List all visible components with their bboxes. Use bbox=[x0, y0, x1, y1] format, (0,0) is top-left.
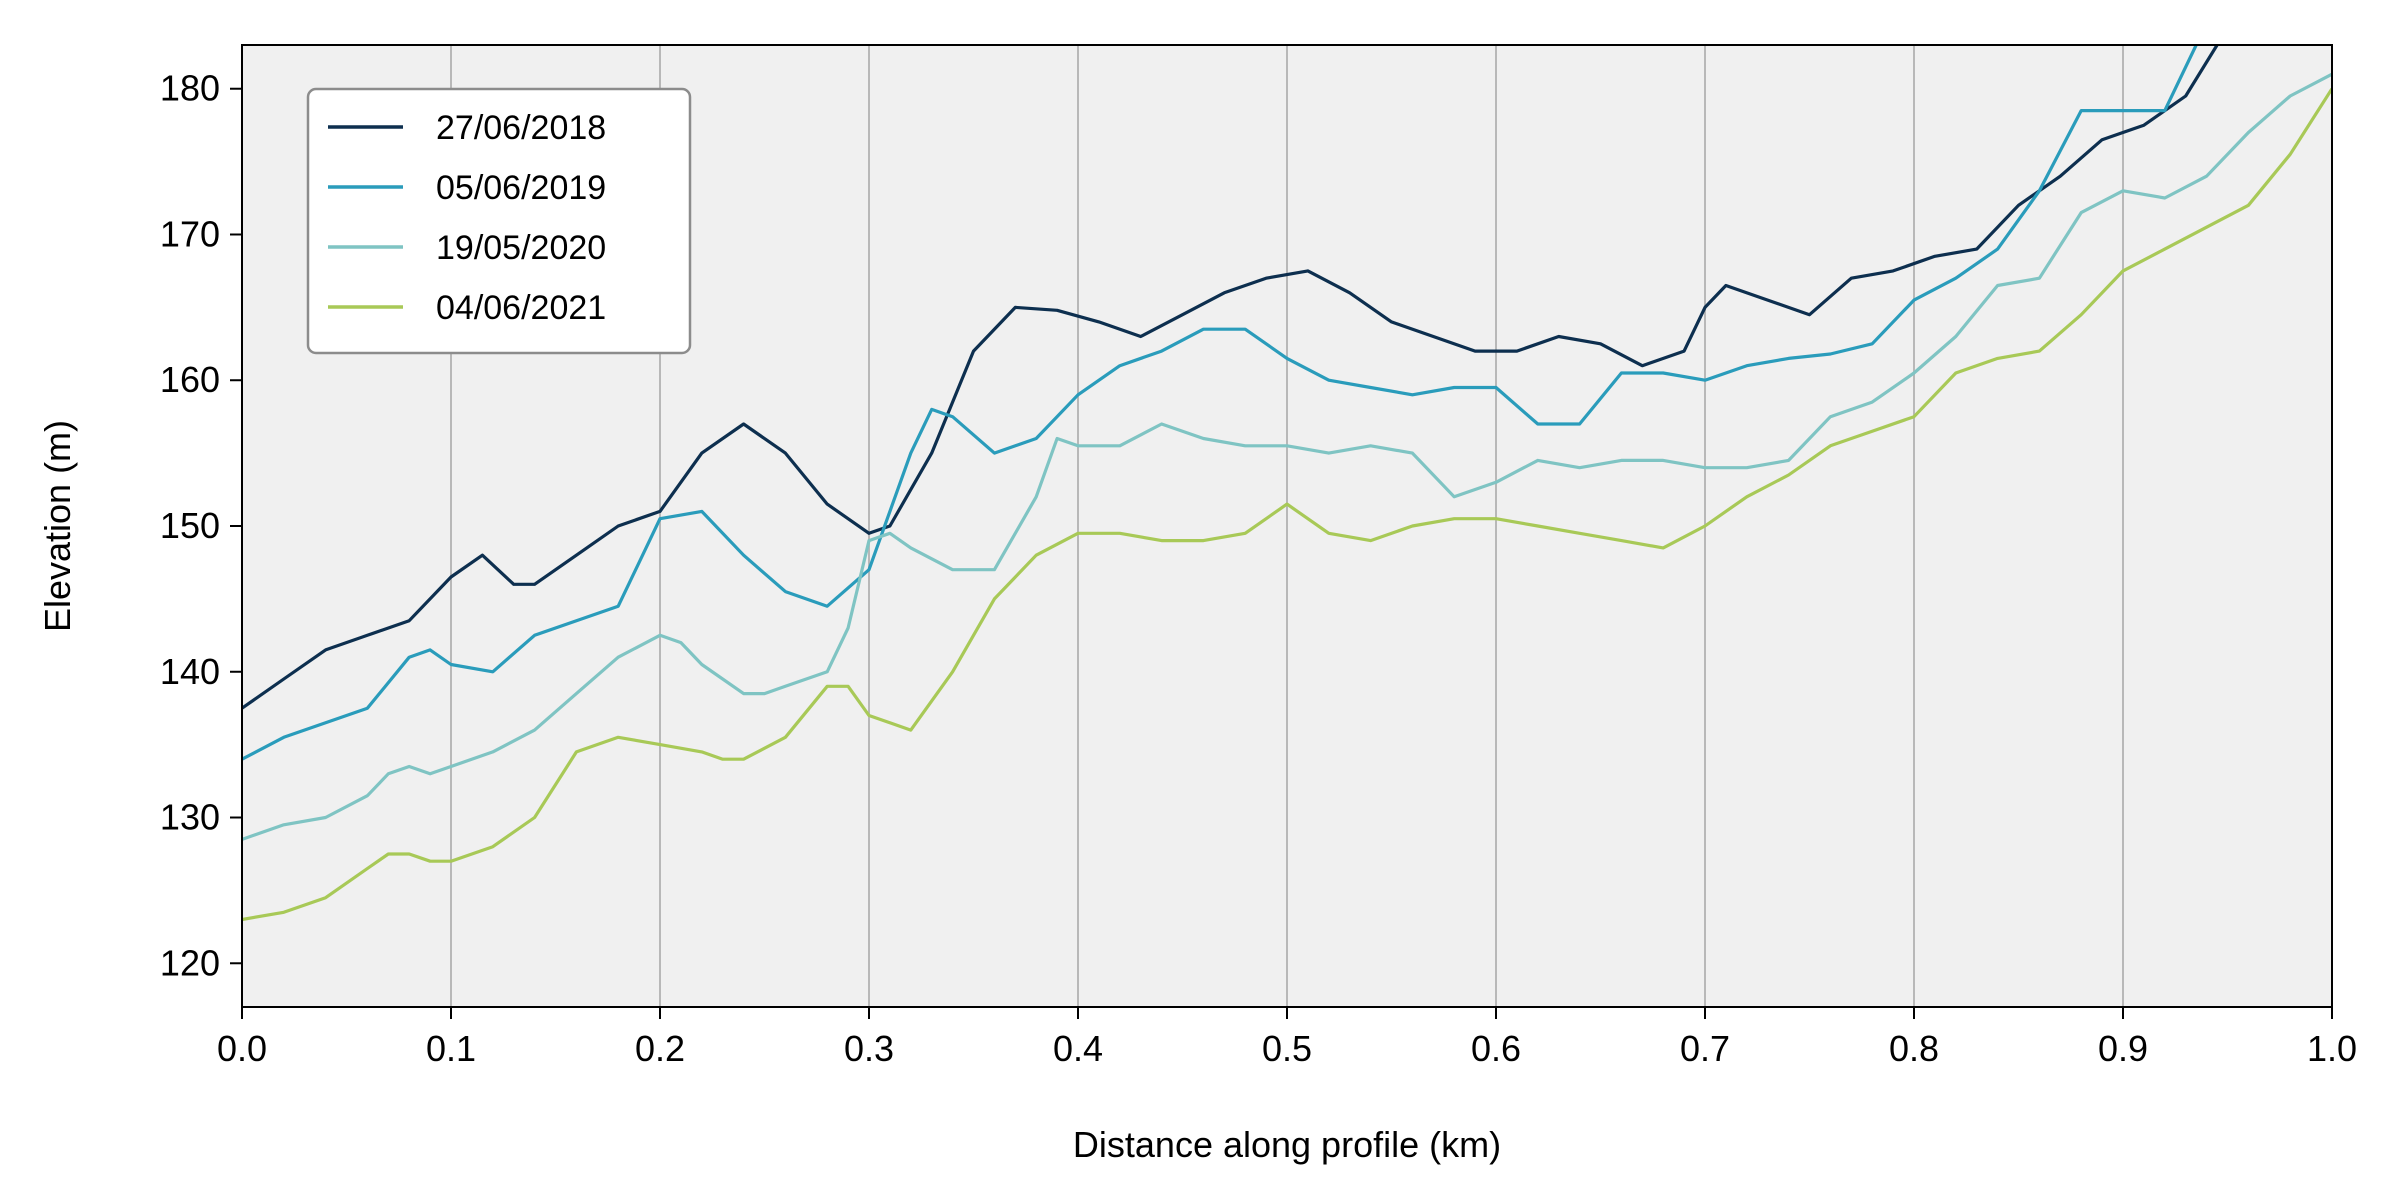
y-tick-label: 130 bbox=[160, 797, 220, 838]
y-tick-label: 170 bbox=[160, 213, 220, 254]
legend: 27/06/2018 05/06/2019 19/05/2020 04/06/2021 bbox=[306, 87, 692, 355]
y-tick-label: 150 bbox=[160, 505, 220, 546]
x-tick-label: 0.2 bbox=[635, 1028, 685, 1069]
y-tick-label: 180 bbox=[160, 68, 220, 109]
legend-box bbox=[306, 87, 692, 355]
series-line-3 bbox=[242, 72, 2332, 841]
x-tick-label: 0.7 bbox=[1680, 1028, 1730, 1069]
series-line-2 bbox=[242, 45, 2198, 761]
x-tick-label: 0.5 bbox=[1262, 1028, 1312, 1069]
legend-label: 04/06/2021 bbox=[436, 289, 606, 327]
x-tick-label: 0.6 bbox=[1471, 1028, 1521, 1069]
y-axis-label: Elevation (m) bbox=[37, 420, 78, 632]
x-tick-label: 1.0 bbox=[2307, 1028, 2357, 1069]
legend-label: 19/05/2020 bbox=[436, 229, 606, 267]
y-tick-label: 120 bbox=[160, 942, 220, 983]
legend-label: 27/06/2018 bbox=[436, 109, 606, 147]
x-tick-label: 0.3 bbox=[844, 1028, 894, 1069]
legend-label: 05/06/2019 bbox=[436, 169, 606, 207]
x-axis-label: Distance along profile (km) bbox=[1073, 1124, 1501, 1165]
x-tick-label: 0.8 bbox=[1889, 1028, 1939, 1069]
y-tick-label: 140 bbox=[160, 651, 220, 692]
x-tick-label: 0.4 bbox=[1053, 1028, 1103, 1069]
x-tick-label: 0.0 bbox=[217, 1028, 267, 1069]
y-tick-label: 160 bbox=[160, 359, 220, 400]
y-axis: 120 130 140 150 160 170 180 bbox=[160, 68, 242, 983]
x-axis: 0.0 0.1 0.2 0.3 0.4 0.5 0.6 0.7 0.8 0.9 1.0 bbox=[217, 1007, 2357, 1069]
series-line-4 bbox=[242, 87, 2332, 922]
series-lines bbox=[242, 45, 2332, 922]
series-line-1 bbox=[242, 45, 2219, 710]
x-tick-label: 0.9 bbox=[2098, 1028, 2148, 1069]
x-tick-label: 0.1 bbox=[426, 1028, 476, 1069]
